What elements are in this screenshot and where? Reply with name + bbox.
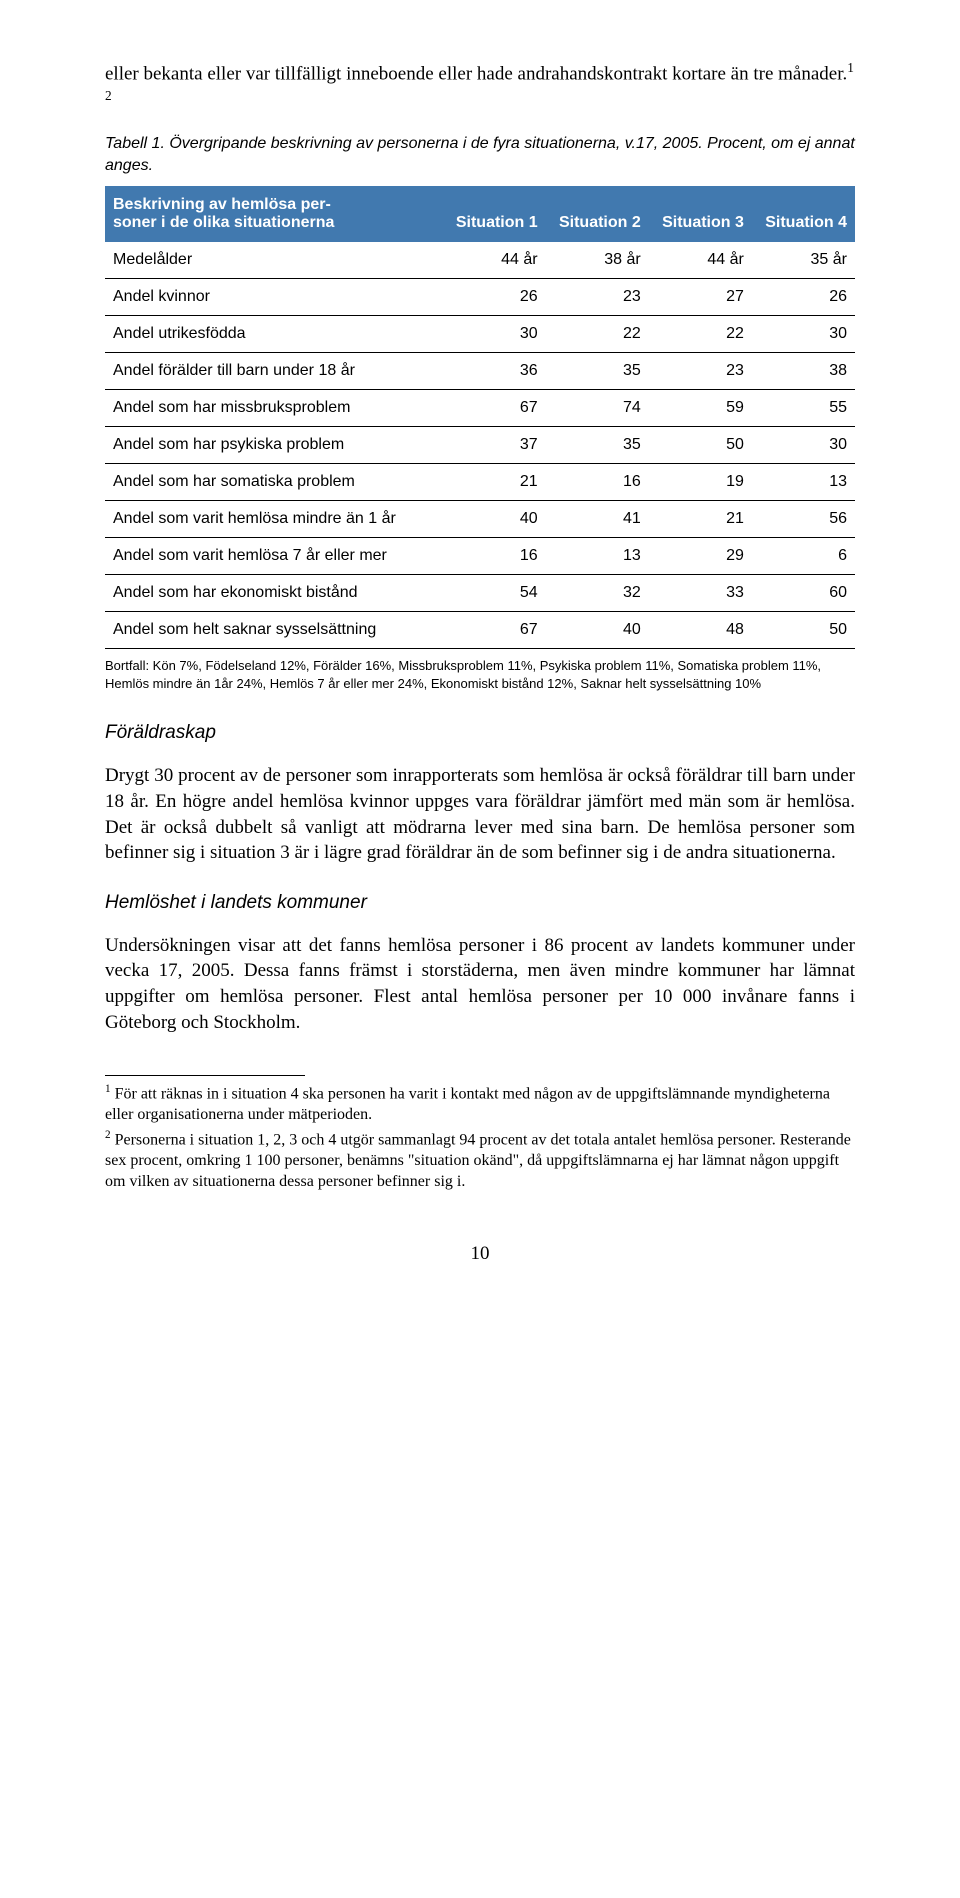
table-row: Andel som har somatiska problem21161913	[105, 464, 855, 501]
row-value: 50	[649, 427, 752, 464]
footnote-2-text: Personerna i situation 1, 2, 3 och 4 utg…	[105, 1132, 851, 1191]
row-value: 30	[752, 427, 855, 464]
row-value: 23	[649, 353, 752, 390]
table-body: Medelålder44 år38 år44 år35 årAndel kvin…	[105, 242, 855, 649]
data-table: Beskrivning av hemlösa per- soner i de o…	[105, 186, 855, 649]
table-row: Andel som helt saknar sysselsättning6740…	[105, 612, 855, 649]
table-row: Andel som har ekonomiskt bistånd54323360	[105, 575, 855, 612]
row-value: 55	[752, 390, 855, 427]
document-page: eller bekanta eller var tillfälligt inne…	[0, 0, 960, 1325]
header-col-1: Situation 1	[443, 186, 546, 242]
row-label: Andel kvinnor	[105, 279, 443, 316]
row-value: 74	[546, 390, 649, 427]
row-label: Medelålder	[105, 242, 443, 279]
row-value: 21	[649, 501, 752, 538]
table-row: Andel kvinnor26232726	[105, 279, 855, 316]
table-row: Andel som har psykiska problem37355030	[105, 427, 855, 464]
section-body-1: Drygt 30 procent av de personer som inra…	[105, 763, 855, 866]
table-row: Andel som har missbruksproblem67745955	[105, 390, 855, 427]
row-value: 40	[546, 612, 649, 649]
row-value: 56	[752, 501, 855, 538]
row-value: 30	[752, 316, 855, 353]
header-col-3: Situation 3	[649, 186, 752, 242]
footnotes: 1 För att räknas in i situation 4 ska pe…	[105, 1082, 855, 1193]
row-value: 13	[752, 464, 855, 501]
table-row: Andel utrikesfödda30222230	[105, 316, 855, 353]
row-value: 59	[649, 390, 752, 427]
row-value: 41	[546, 501, 649, 538]
row-value: 29	[649, 538, 752, 575]
row-label: Andel som varit hemlösa mindre än 1 år	[105, 501, 443, 538]
row-value: 35 år	[752, 242, 855, 279]
row-label: Andel som har psykiska problem	[105, 427, 443, 464]
row-label: Andel som har missbruksproblem	[105, 390, 443, 427]
footnote-2: 2 Personerna i situation 1, 2, 3 och 4 u…	[105, 1128, 855, 1193]
row-value: 13	[546, 538, 649, 575]
row-value: 21	[443, 464, 546, 501]
row-value: 32	[546, 575, 649, 612]
intro-text: eller bekanta eller var tillfälligt inne…	[105, 63, 847, 84]
table-caption: Tabell 1. Övergripande beskrivning av pe…	[105, 133, 855, 176]
row-label: Andel förälder till barn under 18 år	[105, 353, 443, 390]
row-value: 38 år	[546, 242, 649, 279]
row-value: 60	[752, 575, 855, 612]
row-value: 33	[649, 575, 752, 612]
row-value: 54	[443, 575, 546, 612]
header-col-2: Situation 2	[546, 186, 649, 242]
row-value: 35	[546, 427, 649, 464]
table-row: Andel som varit hemlösa mindre än 1 år40…	[105, 501, 855, 538]
row-value: 16	[546, 464, 649, 501]
row-value: 16	[443, 538, 546, 575]
row-value: 67	[443, 390, 546, 427]
section-body-2: Undersökningen visar att det fanns hemlö…	[105, 933, 855, 1036]
header-col-4: Situation 4	[752, 186, 855, 242]
table-head: Beskrivning av hemlösa per- soner i de o…	[105, 186, 855, 242]
row-label: Andel som har somatiska problem	[105, 464, 443, 501]
row-value: 48	[649, 612, 752, 649]
page-number: 10	[105, 1243, 855, 1265]
row-value: 44 år	[649, 242, 752, 279]
header-desc-line1: Beskrivning av hemlösa per-	[113, 196, 331, 213]
footnote-1: 1 För att räknas in i situation 4 ska pe…	[105, 1082, 855, 1126]
row-label: Andel som varit hemlösa 7 år eller mer	[105, 538, 443, 575]
row-value: 35	[546, 353, 649, 390]
header-description: Beskrivning av hemlösa per- soner i de o…	[105, 186, 443, 242]
row-value: 67	[443, 612, 546, 649]
row-value: 44 år	[443, 242, 546, 279]
row-value: 38	[752, 353, 855, 390]
row-value: 26	[752, 279, 855, 316]
row-value: 40	[443, 501, 546, 538]
row-value: 6	[752, 538, 855, 575]
row-label: Andel utrikesfödda	[105, 316, 443, 353]
section-heading-1: Föräldraskap	[105, 722, 855, 744]
table-row: Medelålder44 år38 år44 år35 år	[105, 242, 855, 279]
row-value: 23	[546, 279, 649, 316]
row-label: Andel som helt saknar sysselsättning	[105, 612, 443, 649]
table-footnote: Bortfall: Kön 7%, Födelseland 12%, Föräl…	[105, 657, 855, 692]
row-value: 22	[546, 316, 649, 353]
header-desc-line2: soner i de olika situationerna	[113, 214, 334, 231]
intro-paragraph: eller bekanta eller var tillfälligt inne…	[105, 59, 855, 115]
row-label: Andel som har ekonomiskt bistånd	[105, 575, 443, 612]
row-value: 27	[649, 279, 752, 316]
table-row: Andel förälder till barn under 18 år3635…	[105, 353, 855, 390]
row-value: 26	[443, 279, 546, 316]
row-value: 30	[443, 316, 546, 353]
row-value: 22	[649, 316, 752, 353]
table-row: Andel som varit hemlösa 7 år eller mer16…	[105, 538, 855, 575]
row-value: 37	[443, 427, 546, 464]
row-value: 19	[649, 464, 752, 501]
section-heading-2: Hemlöshet i landets kommuner	[105, 892, 855, 914]
footnote-separator	[105, 1075, 305, 1076]
row-value: 36	[443, 353, 546, 390]
row-value: 50	[752, 612, 855, 649]
footnote-1-text: För att räknas in i situation 4 ska pers…	[105, 1086, 830, 1124]
